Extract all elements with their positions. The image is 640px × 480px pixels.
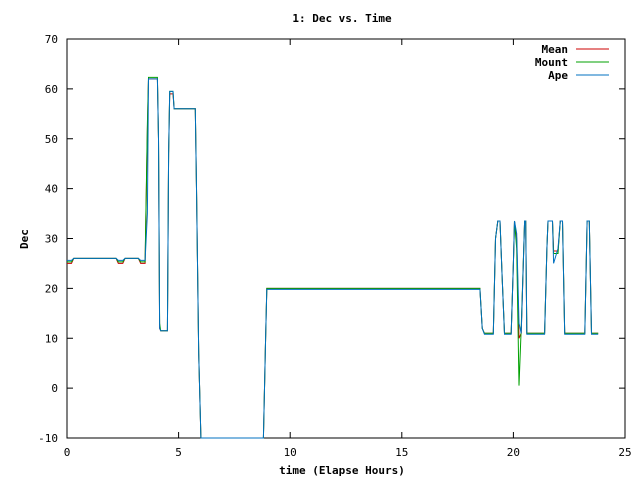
series-line-ape <box>67 78 599 439</box>
x-tick-label: 0 <box>64 446 71 459</box>
y-tick-label: 20 <box>45 282 58 295</box>
x-tick-label: 10 <box>284 446 297 459</box>
legend-label-ape: Ape <box>548 69 568 82</box>
x-tick-label: 20 <box>507 446 520 459</box>
y-tick-label: 10 <box>45 332 58 345</box>
legend-label-mean: Mean <box>542 43 569 56</box>
series-lines <box>67 76 599 439</box>
chart-title: 1: Dec vs. Time <box>292 12 392 25</box>
y-tick-label: 60 <box>45 83 58 96</box>
y-axis-label: Dec <box>18 229 31 249</box>
y-tick-label: 40 <box>45 183 58 196</box>
x-tick-label: 25 <box>618 446 631 459</box>
y-tick-label: 0 <box>51 382 58 395</box>
y-tick-label: 30 <box>45 233 58 246</box>
x-tick-label: 15 <box>395 446 408 459</box>
x-tick-label: 5 <box>175 446 182 459</box>
legend-label-mount: Mount <box>535 56 568 69</box>
plot-frame <box>66 38 626 439</box>
series-line-mount <box>67 76 599 439</box>
axis-ticks: 0 5 10 15 20 25 -10 0 10 20 30 40 50 60 70 <box>38 33 632 459</box>
x-axis-label: time (Elapse Hours) <box>279 464 405 477</box>
y-tick-label: 50 <box>45 133 58 146</box>
y-tick-label: -10 <box>38 432 58 445</box>
y-tick-label: 70 <box>45 33 58 46</box>
